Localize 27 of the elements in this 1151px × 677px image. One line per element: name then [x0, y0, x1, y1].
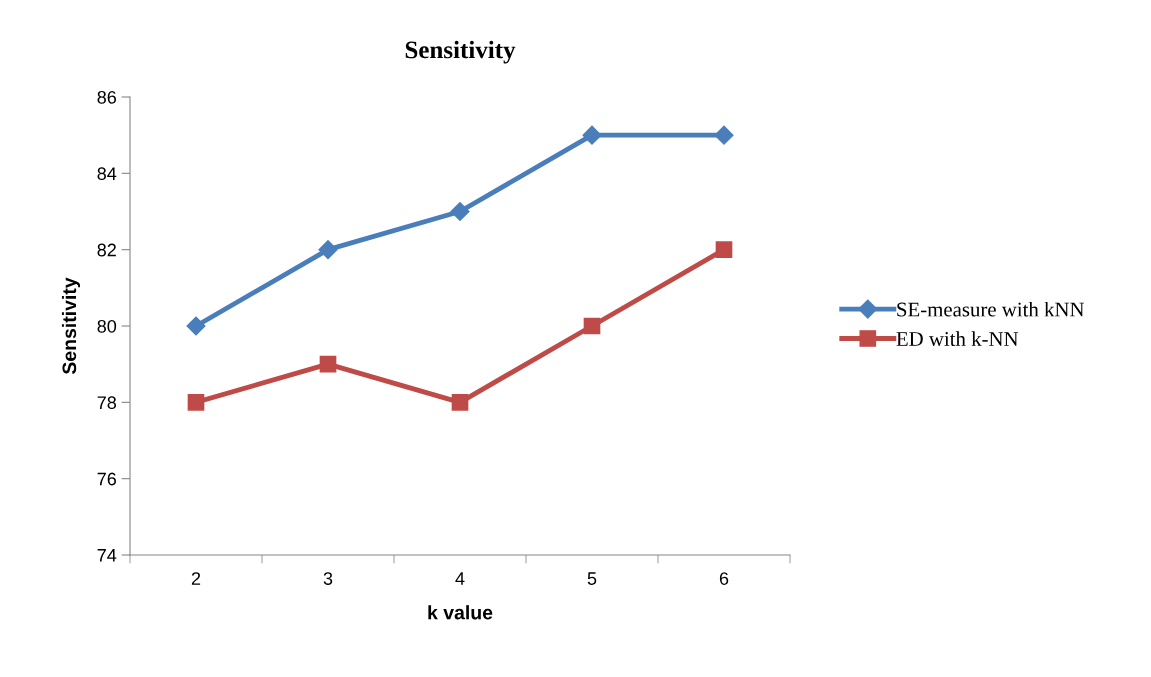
y-tick-label: 82 [97, 243, 116, 257]
x-tick-label: 4 [455, 572, 465, 585]
x-tick-label: 2 [191, 572, 201, 585]
point [583, 317, 601, 335]
point [187, 393, 205, 411]
legend-label: ED with k-NN [896, 331, 1019, 346]
y-tick-label: 84 [97, 167, 117, 181]
y-tick-label: 86 [97, 90, 117, 104]
point [318, 240, 338, 260]
x-tick-label: 3 [323, 572, 333, 585]
x-axis-title: k value [428, 605, 493, 620]
point [319, 355, 337, 373]
y-tick-label: 76 [97, 472, 117, 486]
point [582, 125, 602, 145]
y-tick-label: 80 [97, 319, 117, 333]
x-tick-label: 6 [719, 572, 729, 585]
point [714, 125, 734, 145]
legend-label: SE-measure with kNN [897, 301, 1085, 317]
y-axis-title: Sensitivity [61, 277, 81, 375]
chart-title: Sensitivity [405, 40, 516, 64]
y-tick-label: 74 [97, 549, 117, 562]
point [715, 241, 733, 259]
point [186, 316, 206, 336]
y-tick-label: 78 [97, 396, 117, 410]
point [450, 201, 470, 222]
point [451, 393, 469, 411]
x-tick-label: 5 [587, 572, 597, 585]
